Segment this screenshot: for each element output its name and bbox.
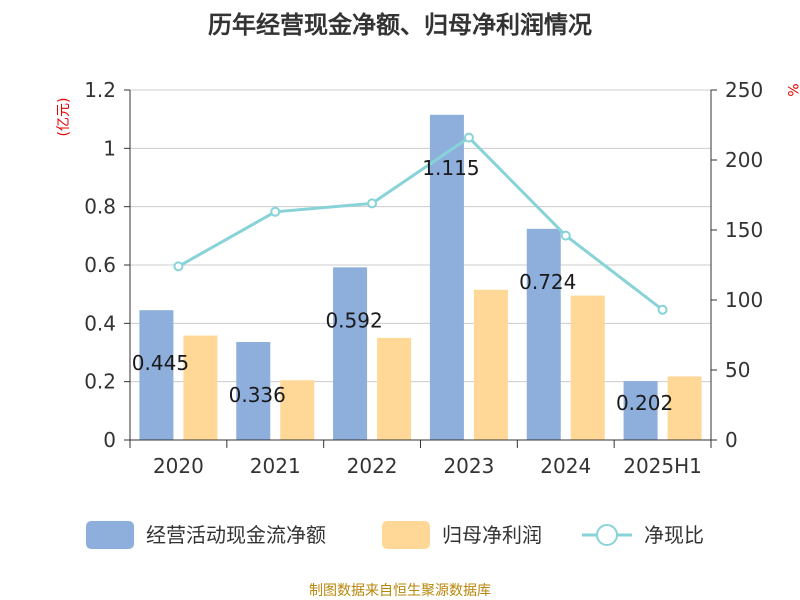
right-axis-tick-label: 100: [725, 288, 763, 312]
cash-flow-bar: [429, 114, 464, 441]
legend-label: 净现比: [644, 523, 704, 547]
cash-flow-bar: [333, 267, 368, 440]
net-profit-bar: [280, 380, 315, 440]
net-cash-ratio-point: [173, 261, 184, 272]
cash-flow-data-label: 0.202: [616, 391, 673, 415]
right-axis-tick-label: 200: [725, 148, 763, 172]
cash-flow-bar: [139, 310, 174, 440]
x-axis-tick-label: 2022: [347, 454, 398, 478]
x-axis-tick-label: 2020: [153, 454, 204, 478]
legend-label: 归母净利润: [442, 523, 542, 547]
right-axis-tick-label: 150: [725, 218, 763, 242]
legend-swatch: [382, 521, 430, 549]
net-cash-ratio-polyline: [177, 135, 664, 311]
cash-flow-bar: [526, 228, 561, 440]
gridlines: [130, 89, 711, 383]
x-axis-tick-label: 2021: [250, 454, 301, 478]
data-labels: 0.445 0.336 0.592 1.115 0.724 0.202: [132, 156, 673, 415]
left-axis-tick-label: 1: [103, 136, 116, 160]
net-profit-bar: [570, 295, 605, 440]
net-cash-ratio-point: [560, 230, 571, 241]
net-cash-ratio-point: [367, 198, 378, 209]
cash-flow-data-label: 0.592: [325, 308, 382, 332]
cash-flow-data-label: 1.115: [422, 156, 479, 180]
bars: [139, 114, 702, 441]
legend-label: 经营活动现金流净额: [146, 523, 326, 547]
cash-flow-bar: [623, 381, 658, 440]
right-axis-tick-label: 50: [725, 358, 750, 382]
left-axis-unit: (亿元): [56, 98, 72, 137]
legend-swatch: [86, 521, 134, 549]
net-profit-bar: [377, 337, 412, 440]
left-axis-tick-label: 0.4: [84, 311, 116, 335]
left-axis-tick-label: 0: [103, 428, 116, 452]
net-cash-ratio-point: [657, 304, 668, 315]
cash-flow-bar: [236, 342, 271, 440]
legend-cash-flow: 经营活动现金流净额: [86, 521, 326, 549]
net-profit-bar: [667, 376, 702, 440]
x-axis-tick-label: 2024: [540, 454, 591, 478]
net-profit-bar: [473, 289, 508, 440]
left-axis-tick-label: 0.8: [84, 195, 116, 219]
legend-marker: [596, 524, 618, 546]
data-source-note: 制图数据来自恒生聚源数据库: [309, 583, 491, 599]
left-axis-tick-label: 0.2: [84, 370, 116, 394]
cash-flow-data-label: 0.724: [519, 270, 576, 294]
net-cash-ratio-point: [270, 206, 281, 217]
right-axis-unit: %: [784, 83, 800, 96]
x-axis-tick-label: 2025H1: [623, 454, 702, 478]
chart-title: 历年经营现金净额、归母净利润情况: [208, 11, 592, 39]
x-axis-tick-label: 2023: [443, 454, 494, 478]
net-profit-bar: [183, 335, 218, 440]
cash-flow-data-label: 0.445: [132, 351, 189, 375]
left-axis-tick-label: 1.2: [84, 78, 116, 102]
right-axis-tick-label: 0: [725, 428, 738, 452]
left-axis-tick-label: 0.6: [84, 253, 116, 277]
net-cash-ratio-point: [463, 132, 474, 143]
legend-net-cash-ratio: 净现比: [582, 523, 704, 547]
right-axis-tick-label: 250: [725, 78, 763, 102]
axes: 0 0.2 0.4 0.6 0.8 1 1.2 0 50 100 150 200 250 2020 2021…: [84, 78, 763, 478]
legend: 经营活动现金流净额 归母净利润 净现比: [86, 521, 704, 549]
cash-flow-data-label: 0.336: [229, 383, 286, 407]
legend-net-profit: 归母净利润: [382, 521, 542, 549]
net-cash-ratio-line: [173, 132, 668, 315]
